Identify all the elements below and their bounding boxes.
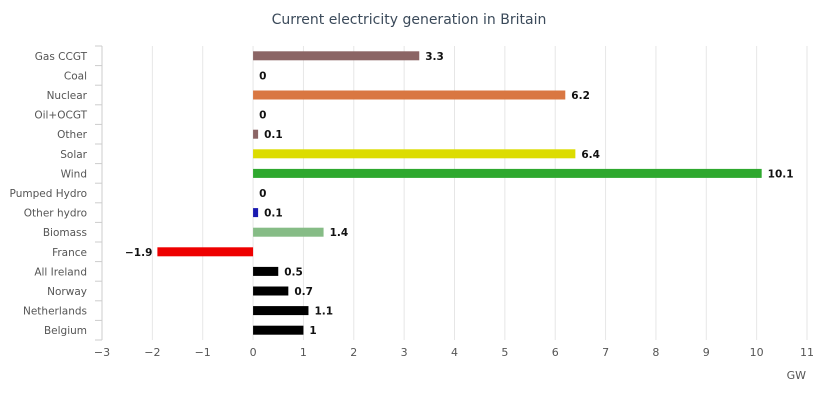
x-tick-label: −1 [195, 346, 211, 359]
data-label: 0 [259, 188, 266, 200]
x-tick-label: 2 [350, 346, 357, 359]
category-label: Oil+OCGT [34, 110, 87, 122]
x-tick-label: 1 [300, 346, 307, 359]
bar [253, 286, 289, 296]
bar [253, 325, 304, 335]
category-label: Nuclear [47, 90, 88, 102]
category-label: Other hydro [24, 208, 87, 220]
category-label: Biomass [43, 227, 87, 239]
bar [157, 247, 254, 257]
category-label: Coal [64, 70, 87, 82]
bar [253, 168, 762, 178]
data-label: 1.4 [330, 227, 349, 239]
category-label: Gas CCGT [35, 51, 88, 63]
data-label: 6.2 [571, 90, 590, 102]
data-label: 0.1 [264, 129, 283, 141]
data-label: 3.3 [425, 51, 444, 63]
category-label: Wind [61, 168, 87, 180]
category-label: Netherlands [23, 306, 87, 318]
x-tick-label: 11 [800, 346, 814, 359]
x-tick-label: 0 [250, 346, 257, 359]
bars [157, 51, 762, 335]
data-label: 1.1 [314, 306, 333, 318]
bar [253, 306, 309, 316]
category-labels: Gas CCGT Coal Nuclear Oil+OCGT Other Solar Win… [10, 51, 88, 337]
data-label: 0 [259, 110, 266, 122]
bar [253, 227, 324, 237]
data-label: 0.5 [284, 266, 303, 278]
bar [253, 129, 259, 139]
data-label: 0.1 [264, 208, 283, 220]
bar [253, 51, 420, 61]
x-tick-label: 8 [652, 346, 659, 359]
bar [253, 90, 566, 100]
x-tick-label: 10 [750, 346, 764, 359]
x-tick-label: −2 [144, 346, 160, 359]
x-axis-tick-labels: −3 −2 −1 0 1 2 3 4 5 6 7 8 9 10 11 [94, 346, 814, 359]
x-tick-label: 3 [401, 346, 408, 359]
data-labels: 3.3 0 6.2 0 0.1 6.4 10.1 0 0.1 1.4 −1.9 0.5 0.71.1 1 [125, 51, 794, 337]
category-label: Pumped Hydro [10, 188, 87, 200]
category-label: Other [57, 129, 87, 141]
data-label: 1 [309, 325, 316, 337]
x-tick-label: 6 [552, 346, 559, 359]
data-label: 10.1 [768, 168, 794, 180]
category-label: Solar [60, 149, 87, 161]
bar [253, 266, 279, 276]
chart-title: Current electricity generation in Britai… [272, 12, 547, 28]
x-tick-label: 9 [703, 346, 710, 359]
category-label: Belgium [44, 325, 87, 337]
bar [253, 208, 259, 218]
grid-lines [95, 45, 808, 341]
category-label: All Ireland [34, 266, 87, 278]
data-label: 0 [259, 70, 266, 82]
data-label: 6.4 [581, 149, 600, 161]
x-tick-label: 5 [501, 346, 508, 359]
x-tick-label: 7 [602, 346, 609, 359]
bar [253, 149, 576, 159]
data-label: 0.7 [294, 286, 313, 298]
x-tick-label: −3 [94, 346, 110, 359]
data-label: −1.9 [125, 247, 152, 259]
category-label: Norway [47, 286, 87, 298]
x-axis-label: GW [787, 369, 807, 382]
category-label: France [52, 247, 87, 259]
x-tick-label: 4 [451, 346, 458, 359]
